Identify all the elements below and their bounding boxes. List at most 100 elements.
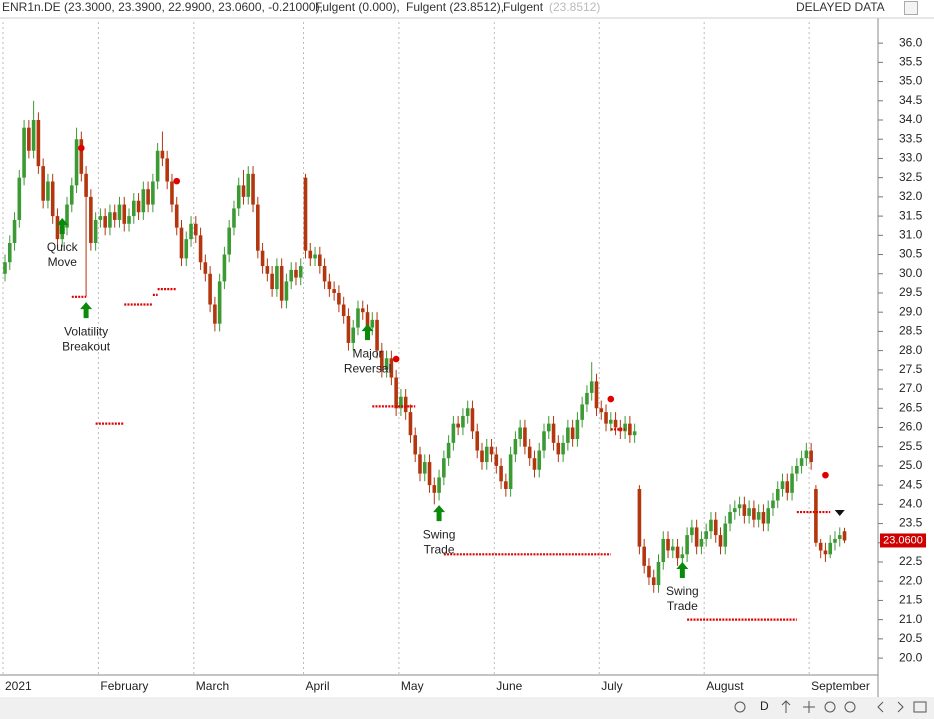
y-tick-label: 21.0 (899, 612, 923, 626)
candle-body (294, 269, 298, 278)
y-tick-label: 34.0 (899, 112, 923, 126)
candle-body (303, 177, 308, 251)
y-tick-label: 35.5 (899, 55, 923, 69)
candle-body (69, 185, 74, 205)
move-icon[interactable] (803, 701, 815, 713)
candle-body (227, 227, 231, 255)
signal-arrow (80, 302, 93, 319)
candle-body (265, 266, 270, 274)
candle-body (208, 273, 212, 305)
candle-body (270, 273, 274, 290)
scroll-icon[interactable] (781, 700, 791, 713)
nav-icon[interactable] (877, 701, 904, 713)
candle-body (756, 512, 761, 520)
candle-body (174, 204, 179, 228)
candle-body (432, 485, 437, 493)
window-button[interactable] (904, 1, 918, 15)
zoom-in-icon[interactable] (844, 701, 856, 713)
y-tick-label: 29.5 (899, 285, 923, 299)
candle-body (546, 423, 551, 432)
candle-body (556, 442, 561, 455)
candle-body (122, 204, 127, 224)
period-button[interactable]: D (760, 699, 769, 713)
candle-body (742, 504, 747, 516)
candle-body (489, 446, 494, 455)
candle-body (737, 504, 742, 509)
candle-body (685, 535, 689, 555)
candle-body (98, 216, 103, 220)
candle-body (504, 481, 508, 489)
candle-body (823, 550, 828, 555)
candle-body (537, 450, 542, 470)
candle-body (637, 488, 642, 547)
candle-body (499, 465, 503, 482)
y-tick-label: 23.5 (899, 516, 923, 530)
y-tick-label: 25.5 (899, 439, 923, 453)
candle-body (360, 308, 365, 313)
candle-body (198, 235, 203, 263)
x-tick-label: July (601, 679, 622, 693)
candle-body (775, 488, 780, 501)
signal-arrow (361, 324, 374, 341)
candle-body (298, 266, 303, 278)
candle-body (27, 127, 31, 151)
candle-body (55, 216, 60, 240)
candle-body (718, 535, 723, 547)
candle-body (461, 415, 465, 428)
candle-body (194, 223, 198, 236)
candle-body (22, 127, 26, 178)
candle-body (480, 450, 484, 463)
candle-body (451, 423, 456, 443)
candle-body (780, 481, 785, 489)
candle-body (513, 439, 518, 455)
y-tick-label: 30.5 (899, 247, 923, 261)
candle-body (699, 538, 704, 547)
candle-body (246, 173, 251, 197)
signal-label: Reversal (344, 361, 391, 375)
candle-body (74, 139, 79, 186)
quote: ENR1n.DE (23.3000, 23.3900, 22.9900, 23.… (2, 0, 323, 14)
signal-label: Swing (423, 527, 456, 541)
candle-body (365, 312, 370, 328)
signal-label: Breakout (62, 339, 111, 353)
candle-body (93, 219, 98, 243)
candle-body (427, 462, 432, 486)
last-price-label: 23.0600 (883, 534, 923, 546)
candle-body (279, 266, 284, 301)
y-tick-label: 25.0 (899, 458, 923, 472)
candle-body (46, 181, 50, 201)
candle-body (413, 435, 418, 455)
candle-body (222, 254, 227, 282)
y-tick-label: 33.5 (899, 131, 923, 145)
y-tick-label: 33.0 (899, 151, 923, 165)
marker (834, 509, 845, 516)
candle-body (41, 166, 45, 201)
candle-body (251, 173, 255, 205)
candle-body (275, 266, 279, 290)
candle-body (127, 216, 131, 224)
zoom-out-icon[interactable] (824, 701, 836, 713)
signal-label: Quick (47, 240, 79, 254)
candle-body (456, 423, 460, 428)
candle-body (179, 227, 184, 259)
signal-label: Move (48, 255, 78, 269)
layout-icon[interactable] (913, 701, 927, 713)
candle-body (213, 304, 217, 324)
y-tick-label: 32.0 (899, 189, 923, 203)
y-tick-label: 29.0 (899, 304, 923, 318)
refresh-icon[interactable] (734, 701, 746, 713)
candle-body (146, 189, 150, 205)
study: Fulgent (0.000), (315, 0, 400, 14)
candle-body (694, 527, 699, 547)
candle-body (12, 219, 17, 243)
candle-body (833, 538, 837, 543)
candle-body (675, 546, 680, 559)
candle-body (690, 527, 694, 536)
x-tick-label: April (306, 679, 330, 693)
candle-body (470, 408, 475, 432)
candle-body (580, 404, 584, 420)
candle-body (818, 542, 823, 551)
candle-body (422, 462, 427, 474)
candle-body (465, 408, 470, 416)
